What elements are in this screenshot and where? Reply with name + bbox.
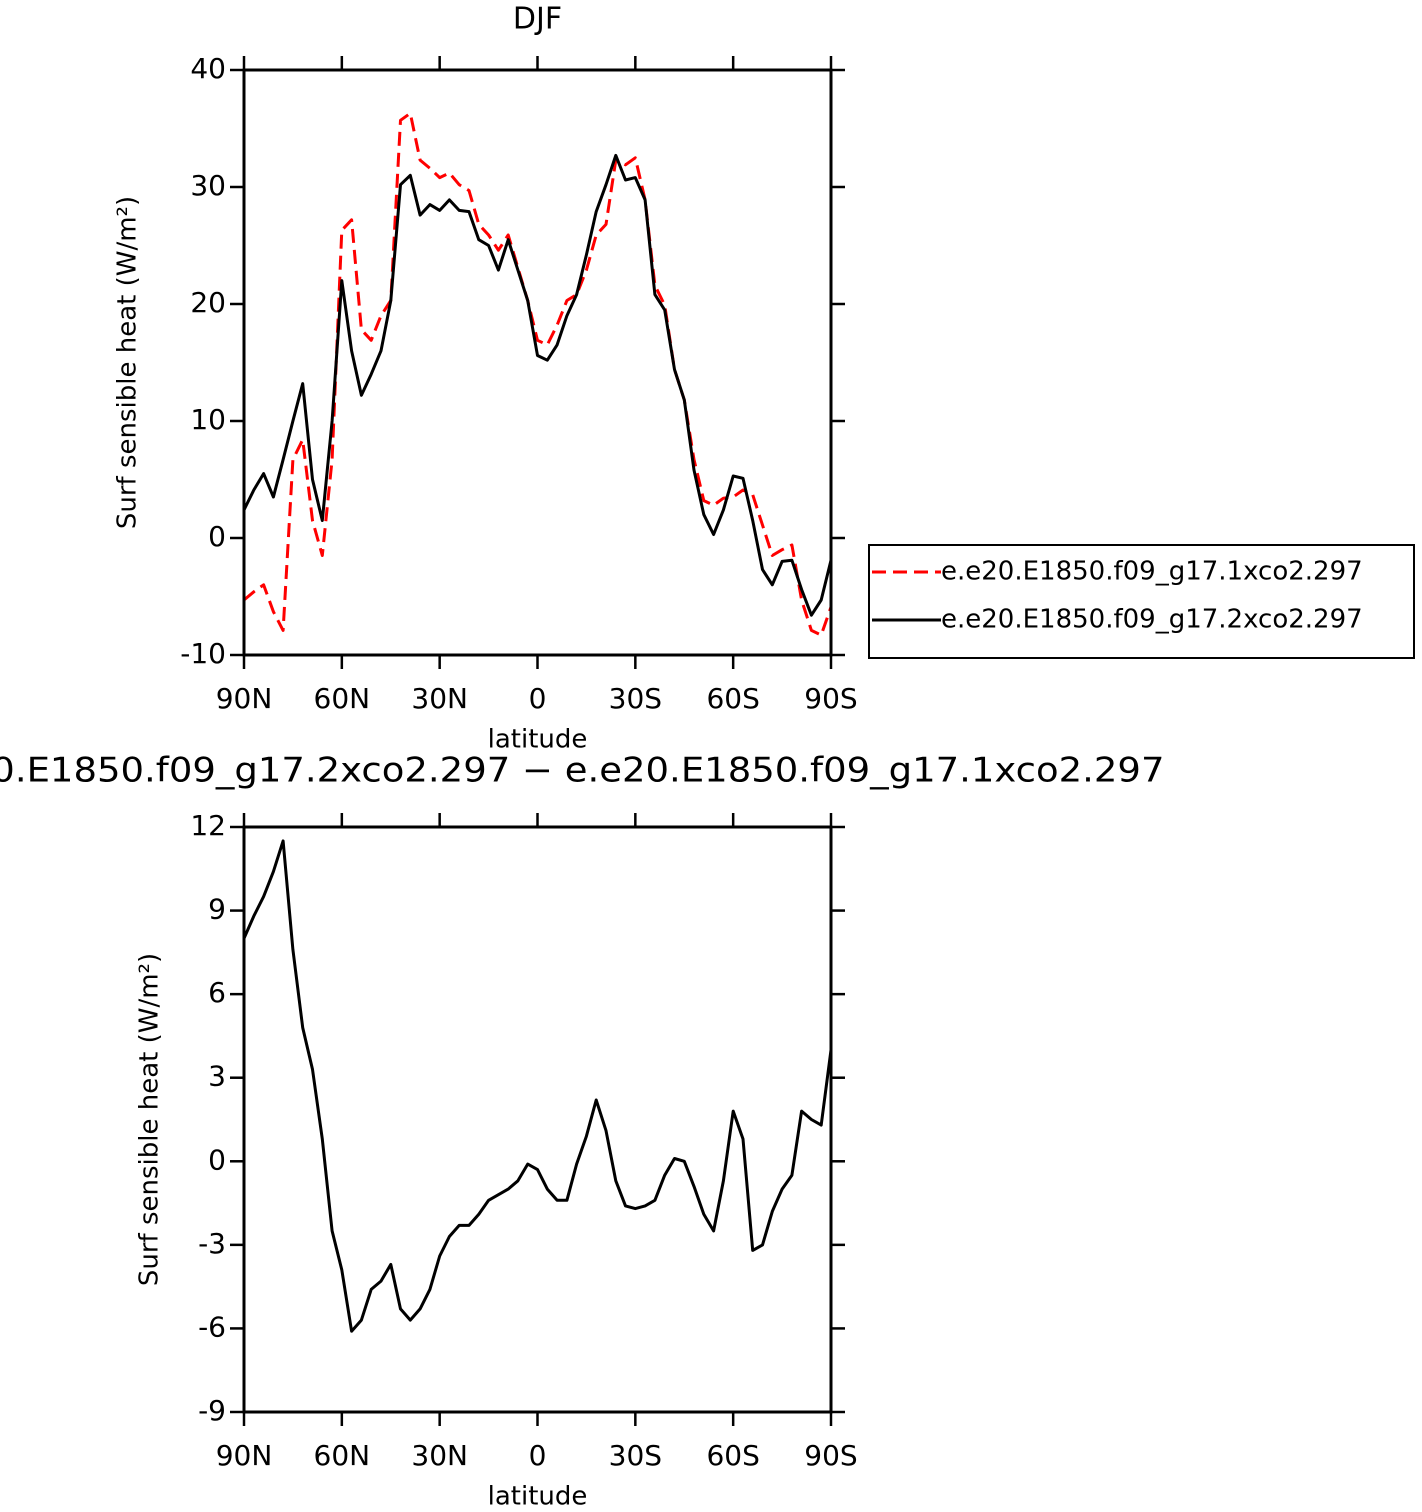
- x-tick-label: 60N: [314, 1439, 371, 1472]
- data-line: [242, 153, 833, 617]
- x-tick-label: 90S: [804, 682, 857, 715]
- y-tick-label: 40: [190, 52, 226, 85]
- y-tick-label: 0: [208, 520, 226, 553]
- y-axis-label: Surf sensible heat (W/m²): [113, 196, 143, 529]
- y-tick-label: -3: [198, 1227, 226, 1260]
- x-tick-label: 60N: [314, 682, 371, 715]
- x-axis-label: latitude: [488, 1482, 588, 1512]
- legend-label: e.e20.E1850.f09_g17.2xco2.297: [941, 605, 1363, 635]
- y-tick-label: -9: [198, 1394, 226, 1427]
- y-axis-label: Surf sensible heat (W/m²): [135, 953, 165, 1286]
- x-tick-label: 90N: [216, 682, 273, 715]
- x-axis-label: latitude: [488, 725, 588, 755]
- y-tick-label: 20: [190, 286, 226, 319]
- data-line: [243, 111, 833, 637]
- x-tick-label: 30S: [609, 1439, 662, 1472]
- x-tick-label: 60S: [706, 682, 759, 715]
- legend-label: e.e20.E1850.f09_g17.1xco2.297: [941, 557, 1363, 587]
- chart-title: DJF: [513, 2, 562, 37]
- plot-frame: [242, 68, 833, 657]
- plot-frame: [242, 825, 833, 1414]
- y-tick-label: 10: [190, 403, 226, 436]
- y-tick-label: 12: [190, 809, 226, 842]
- data-line: [242, 839, 833, 1333]
- y-tick-label: 3: [208, 1060, 226, 1093]
- x-tick-label: 0: [529, 682, 547, 715]
- y-tick-label: -10: [180, 637, 226, 670]
- x-tick-label: 90S: [804, 1439, 857, 1472]
- y-tick-label: 6: [208, 976, 226, 1009]
- y-tick-label: 9: [208, 893, 226, 926]
- x-tick-label: 30N: [411, 1439, 468, 1472]
- x-tick-label: 90N: [216, 1439, 273, 1472]
- x-tick-label: 30N: [411, 682, 468, 715]
- x-tick-label: 0: [529, 1439, 547, 1472]
- x-tick-label: 30S: [609, 682, 662, 715]
- legend-box: [868, 544, 1415, 659]
- x-tick-label: 60S: [706, 1439, 759, 1472]
- y-tick-label: -6: [198, 1310, 226, 1343]
- chart-title: e.e20.E1850.f09_g17.2xco2.297 − e.e20.E1…: [0, 751, 1165, 791]
- y-tick-label: 30: [190, 169, 226, 202]
- y-tick-label: 0: [208, 1143, 226, 1176]
